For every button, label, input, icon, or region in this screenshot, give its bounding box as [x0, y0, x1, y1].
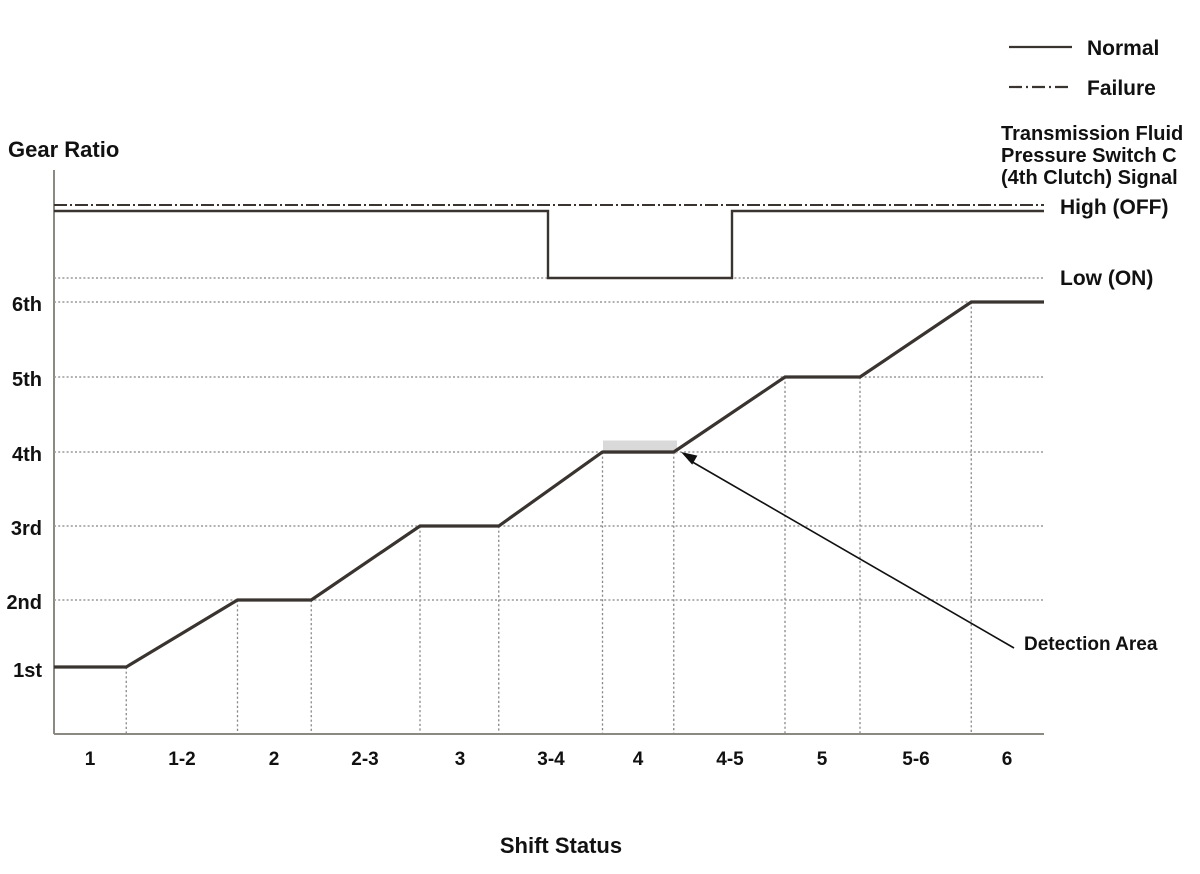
svg-text:4th: 4th	[12, 444, 42, 466]
svg-text:4-5: 4-5	[716, 749, 744, 770]
svg-text:Shift Status: Shift Status	[500, 833, 622, 858]
svg-text:3rd: 3rd	[11, 518, 42, 540]
svg-text:4: 4	[633, 749, 644, 770]
svg-text:5: 5	[817, 749, 828, 770]
svg-text:5-6: 5-6	[902, 749, 929, 770]
svg-text:1st: 1st	[13, 660, 42, 682]
svg-text:2: 2	[269, 749, 280, 770]
svg-text:5th: 5th	[12, 369, 42, 391]
svg-text:2-3: 2-3	[351, 749, 378, 770]
svg-text:Transmission Fluid: Transmission Fluid	[1001, 123, 1183, 145]
svg-text:Normal: Normal	[1087, 37, 1159, 60]
svg-text:2nd: 2nd	[6, 592, 42, 614]
svg-text:Detection Area: Detection Area	[1024, 634, 1158, 655]
svg-text:Failure: Failure	[1087, 77, 1156, 100]
svg-text:Pressure Switch C: Pressure Switch C	[1001, 145, 1177, 167]
svg-text:3-4: 3-4	[537, 749, 565, 770]
svg-text:Gear Ratio: Gear Ratio	[8, 137, 119, 162]
svg-text:1-2: 1-2	[168, 749, 195, 770]
svg-text:High (OFF): High (OFF)	[1060, 196, 1168, 219]
svg-text:1: 1	[85, 749, 96, 770]
svg-text:3: 3	[455, 749, 466, 770]
svg-text:Low (ON): Low (ON)	[1060, 267, 1153, 290]
svg-text:6: 6	[1002, 749, 1013, 770]
svg-text:6th: 6th	[12, 294, 42, 316]
svg-text:(4th Clutch) Signal: (4th Clutch) Signal	[1001, 167, 1178, 189]
